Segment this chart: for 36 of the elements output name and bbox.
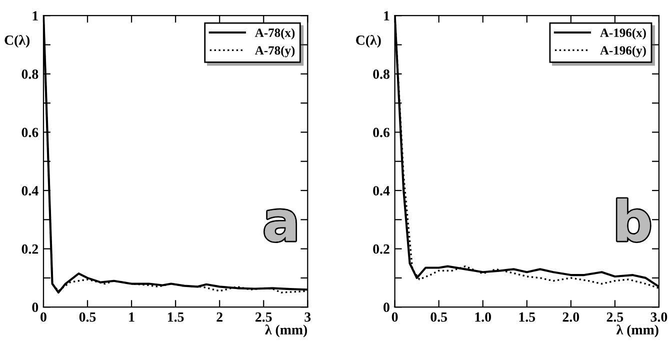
x-tick-label: 2.5 [256, 312, 272, 322]
x-tick-label: 0 [392, 312, 398, 322]
x-tick-label: 2.0 [562, 312, 580, 322]
y-tick-label: 0.2 [373, 244, 390, 254]
y-axis-title: C(λ) [4, 34, 30, 48]
x-tick-label: 1.0 [475, 312, 492, 322]
y-axis-title: C(λ) [356, 34, 381, 48]
x-tick-label: 3 [304, 312, 311, 322]
y-tick-label: 0.8 [22, 69, 38, 79]
y-tick-label: 0.8 [373, 69, 390, 79]
y-tick-label: 0.6 [22, 128, 38, 138]
y-tick-label: 1 [32, 11, 38, 20]
x-axis-title: λ (mm) [616, 324, 658, 338]
legend-label: A-196(y) [600, 46, 646, 58]
y-tick-label: 0.2 [22, 244, 38, 254]
y-tick-label: 0.4 [22, 186, 38, 196]
y-tick-label: 1 [384, 11, 390, 20]
y-tick-label: 0.6 [373, 128, 390, 138]
y-tick-label: 0 [32, 302, 38, 312]
x-axis-title: λ (mm) [265, 324, 308, 338]
x-tick-label: 0.5 [79, 312, 96, 322]
x-tick-label: 1.5 [168, 312, 184, 322]
x-tick-label: 1.5 [519, 312, 536, 322]
x-tick-label: 2 [216, 312, 222, 322]
legend-label: A-78(y) [255, 46, 295, 58]
x-tick-label: 0 [40, 312, 46, 322]
x-tick-label: 3.0 [650, 312, 668, 322]
legend-label: A-196(x) [600, 28, 646, 40]
annotation: a [264, 210, 296, 242]
legend-label: A-78(x) [255, 28, 295, 40]
annotation: b [617, 198, 650, 242]
x-tick-label: 2.5 [606, 312, 624, 322]
x-tick-label: 1 [129, 312, 134, 322]
x-tick-label: 0.5 [430, 312, 448, 322]
y-tick-label: 0 [384, 302, 390, 312]
y-tick-label: 0.4 [373, 186, 390, 196]
